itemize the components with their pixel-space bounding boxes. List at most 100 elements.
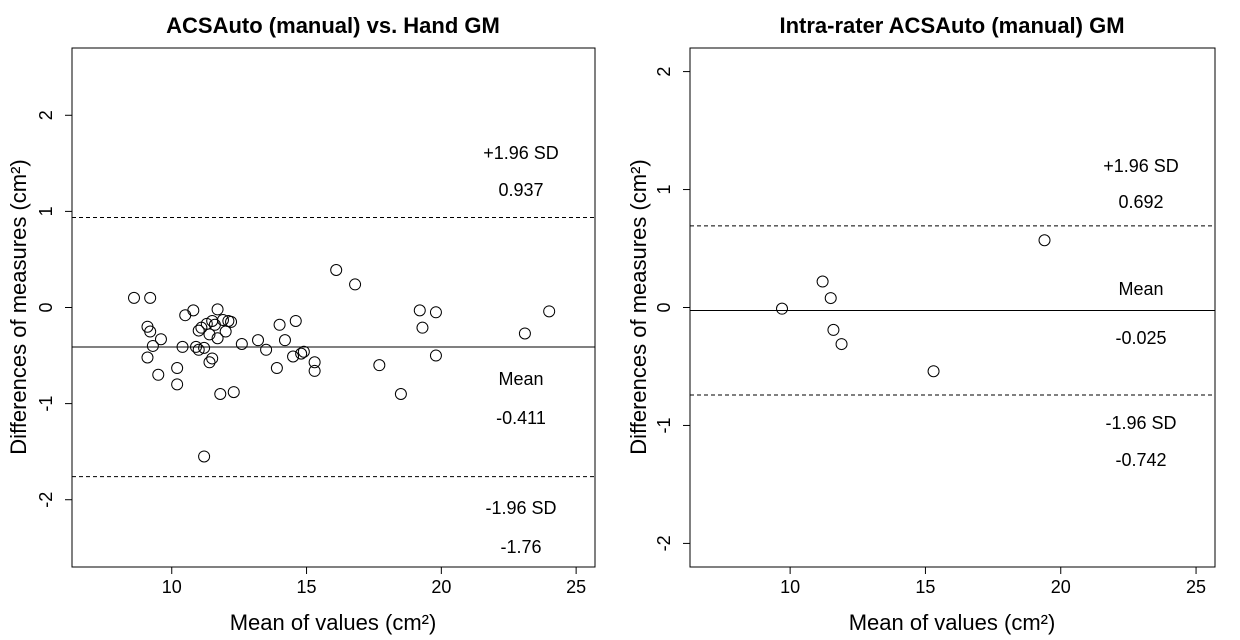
x-axis-label: Mean of values (cm²) [230,610,437,635]
lower-loa-label: -1.96 SD [1105,413,1176,433]
x-tick-label: 20 [431,577,451,597]
y-tick-label: 0 [654,302,674,312]
mean-value: -0.025 [1115,328,1166,348]
data-point [192,343,205,356]
data-point [394,388,407,400]
y-tick-label: -1 [654,417,674,433]
data-point [518,327,531,340]
x-tick-label: 10 [780,577,800,597]
plot-frame [689,47,1216,568]
y-tick-label: 2 [654,67,674,77]
data-point [214,388,227,400]
y-tick-label: 1 [654,185,674,195]
data-point [429,306,442,319]
data-point [297,345,310,358]
data-point [308,364,321,377]
mean-value: -0.411 [496,408,546,428]
data-point [203,328,216,341]
data-point [211,332,224,345]
data-point [203,356,216,369]
data-point [190,340,203,353]
reference-lines [72,216,595,478]
data-point [144,325,157,338]
y-tick-label: -2 [36,492,56,508]
data-point [289,314,302,327]
lower-loa-label: -1.96 SD [485,498,556,518]
data-point [216,313,229,326]
data-point [373,359,386,372]
data-point [227,386,240,399]
y-tick-label: -1 [36,396,56,412]
data-point [827,323,840,336]
plot-frame [71,47,596,568]
x-tick-label: 15 [297,577,317,597]
data-point [416,321,429,334]
y-tick-label: 2 [36,110,56,120]
data-point [144,291,157,304]
data-point [198,450,211,463]
data-point [413,304,426,317]
scatter-points [128,264,556,463]
upper-loa-label: +1.96 SD [1103,156,1179,176]
data-point [211,303,224,316]
upper-loa-value: 0.692 [1118,192,1163,212]
upper-loa-label: +1.96 SD [483,143,559,163]
data-point [835,338,848,351]
data-point [179,309,192,322]
data-point [235,338,248,351]
data-point [141,351,154,364]
mean-label: Mean [1118,279,1163,299]
lower-loa-value: -1.76 [500,537,541,557]
data-point [927,365,940,378]
data-point [824,292,837,305]
x-tick-label: 25 [1186,577,1206,597]
data-point [776,302,789,315]
data-point [206,352,219,365]
axis-ticks: 10 15 20 25 -2 -1 0 1 2 [654,67,1206,597]
data-point [543,305,556,318]
data-point [308,356,321,369]
y-axis-label: Differences of measures (cm²) [6,159,31,454]
data-point [273,318,286,331]
x-tick-label: 25 [566,577,586,597]
x-tick-label: 10 [162,577,182,597]
mean-label: Mean [498,369,543,389]
scatter-points [776,234,1051,378]
data-point [152,368,165,381]
panel-left: ACSAuto (manual) vs. Hand GM Mean of val… [6,13,596,635]
data-point [1038,234,1051,247]
data-point [146,339,159,352]
data-point [278,334,291,347]
data-point [176,340,189,353]
data-point [208,318,221,331]
data-point [128,291,141,304]
x-tick-label: 20 [1051,577,1071,597]
lower-loa-value: -0.742 [1115,450,1166,470]
data-point [154,333,167,346]
reference-lines [690,225,1215,396]
data-point [330,264,343,277]
data-point [349,278,362,291]
panel-right: Intra-rater ACSAuto (manual) GM Mean of … [626,13,1216,635]
chart-title: ACSAuto (manual) vs. Hand GM [166,13,500,38]
chart-title: Intra-rater ACSAuto (manual) GM [779,13,1124,38]
data-point [192,324,205,337]
data-point [225,315,238,328]
data-point [270,362,283,375]
data-point [171,362,184,375]
y-tick-label: 0 [36,302,56,312]
data-point [171,378,184,391]
data-point [187,304,200,317]
data-point [816,275,829,288]
upper-loa-value: 0.937 [498,180,543,200]
data-point [260,343,273,356]
y-axis-label: Differences of measures (cm²) [626,159,651,454]
data-point [252,334,265,347]
data-point [287,350,300,363]
x-axis-label: Mean of values (cm²) [849,610,1056,635]
data-point [295,347,308,360]
data-point [198,341,211,354]
data-point [429,349,442,362]
x-tick-label: 15 [915,577,935,597]
